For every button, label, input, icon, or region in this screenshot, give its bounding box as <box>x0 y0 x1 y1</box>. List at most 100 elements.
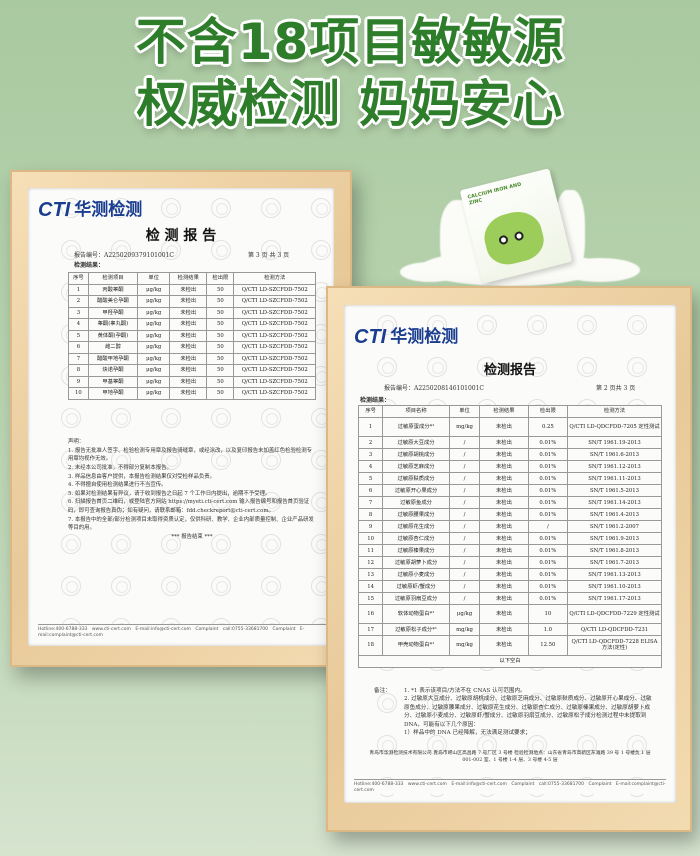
table-cell: Q/CTI LD-SZCFDD-7502 <box>233 364 316 377</box>
table-cell: 未检出 <box>169 306 208 319</box>
table-cell: 甲羟孕酮 <box>87 306 139 319</box>
blank-row: 以下空白 <box>358 654 662 668</box>
notes: 备注： 1. *1 表示该项目/方法不在 CNAS 认可范围内。 2. 过敏原大豆… <box>374 687 656 737</box>
report-end: *** 报告结束 *** <box>171 534 213 541</box>
table-cell: 未检出 <box>169 375 208 388</box>
table-row: 9 过敏原花生成分 / 未检出 / SN/T 1961.2-2007 <box>357 520 662 534</box>
table-cell: 过敏原小麦成分 <box>382 568 450 582</box>
table-cell: 50 <box>206 283 235 296</box>
table-cell: 未检出 <box>479 604 529 625</box>
table-cell: 未检出 <box>169 341 208 354</box>
table-row: 9 甲基睾酮 μg/kg 未检出 50 Q/CTI LD-SZCFDD-7502 <box>68 375 316 388</box>
table-cell: 雌二醇 <box>87 341 139 354</box>
table-cell: 0.01% <box>527 436 569 450</box>
table-cell: Q/CTI LD-SZCFDD-7502 <box>233 341 316 354</box>
table-row: 11 过敏原榛果成分 / 未检出 0.01% SN/T 1961.8-2013 <box>357 544 662 558</box>
table-cell: 醋酸甲地孕酮 <box>87 352 139 365</box>
table-cell: 黄体酮(孕酮) <box>87 329 139 342</box>
column-header: 检测结果 <box>169 272 208 285</box>
table-cell: 8 <box>68 364 89 377</box>
table-row: 6 过敏原开心果成分 / 未检出 0.01% SN/T 1961.5-2013 <box>357 484 662 498</box>
table-cell: 1 <box>68 283 89 296</box>
table-row: 8 过敏原腰果成分 / 未检出 0.01% SN/T 1961.4-2013 <box>357 508 662 522</box>
table-cell: 未检出 <box>169 318 208 331</box>
table-cell: μg/kg <box>137 295 171 308</box>
table-cell: 8 <box>357 508 384 522</box>
table-cell: 10 <box>357 532 384 546</box>
table-cell: 过敏原松子成分*¹ <box>382 623 450 637</box>
table-cell: 未检出 <box>169 329 208 342</box>
column-header: 检测方法 <box>567 405 662 418</box>
table-cell: 未检出 <box>479 568 529 582</box>
table-cell: 2 <box>68 295 89 308</box>
table-cell: / <box>448 508 481 522</box>
table-cell: 0.01% <box>527 508 569 522</box>
table-cell: 过敏原腰果成分 <box>382 508 450 522</box>
table-cell: 炔诺孕酮 <box>87 364 139 377</box>
table-row: 18 甲壳动物蛋白*¹ mg/kg 未检出 12.50 Q/CTI LD-QDCFDD-7… <box>357 635 662 656</box>
column-header: 单位 <box>137 272 171 285</box>
cti-watermark-icon <box>261 408 281 428</box>
cti-watermark-icon <box>111 408 131 428</box>
table-cell: 9 <box>68 375 89 388</box>
table-cell: 过敏原麸质成分 <box>382 472 450 486</box>
statement-item: 5. 如果对检测结果有异议，请于收到报告之日起 7 个工作日内提出，逾期不予受理… <box>68 490 271 497</box>
table-cell: / <box>448 472 481 486</box>
column-header: 序号 <box>68 272 89 285</box>
statement-item: 2. 未经本公司批准，不得部分复制本报告。 <box>68 464 172 471</box>
table-cell: 软体动物蛋白*¹ <box>382 604 450 625</box>
table-cell: 6 <box>68 341 89 354</box>
table-cell: 4 <box>357 460 384 474</box>
table-cell: μg/kg <box>137 375 171 388</box>
table-cell: mg/kg <box>448 623 481 637</box>
cti-logo: CTI 华测检测 <box>354 327 458 347</box>
table-cell: / <box>448 484 481 498</box>
table-cell: 15 <box>357 592 384 606</box>
table-cell: / <box>448 556 481 570</box>
table-cell: 未检出 <box>479 460 529 474</box>
table-cell: SN/T 1961.8-2013 <box>567 544 662 558</box>
headline-line-2: 权威检测 妈妈安心 <box>136 75 564 133</box>
table-cell: 0.01% <box>527 556 569 570</box>
page-number: 第 2 页共 3 页 <box>596 385 636 392</box>
table-cell: 0.01% <box>527 448 569 462</box>
table-cell: 0.01% <box>527 532 569 546</box>
table-cell: 丙酸睾酮 <box>87 283 139 296</box>
table-cell: Q/CTI LD-SZCFDD-7502 <box>233 375 316 388</box>
table-row: 10 过敏原杏仁成分 / 未检出 0.01% SN/T 1961.9-2013 <box>357 532 662 546</box>
cti-watermark-icon <box>261 576 281 596</box>
table-cell: 未检出 <box>479 496 529 510</box>
table-row: 2 醋酸美仑孕酮 μg/kg 未检出 50 Q/CTI LD-SZCFDD-7502 <box>68 295 316 308</box>
table-cell: 50 <box>206 306 235 319</box>
table-cell: 10 <box>68 387 89 400</box>
table-cell: SN/T 1961.2-2007 <box>567 520 662 534</box>
table-cell: 过敏原榛果成分 <box>382 544 450 558</box>
column-header: 检测结果 <box>479 405 529 418</box>
table-cell: 未检出 <box>479 580 529 594</box>
table-header-row: 序号 项目名称 单位 检测结果 检出限 检测方法 <box>357 405 662 418</box>
table-cell: 50 <box>206 364 235 377</box>
cti-watermark-icon <box>577 315 597 335</box>
right-report-paper: CTI 华测检测 检测报告 报告编号：A2250208146101001C 第 … <box>344 305 676 803</box>
table-cell: 未检出 <box>169 364 208 377</box>
table-row: 15 过敏原羽扇豆成分 / 未检出 0.01% SN/T 1961.17-2013 <box>357 592 662 606</box>
table-row: 13 过敏原小麦成分 / 未检出 0.01% SN/T 1961.13-2013 <box>357 568 662 582</box>
table-cell: 0.01% <box>527 472 569 486</box>
table-cell: μg/kg <box>137 387 171 400</box>
table-cell: 未检出 <box>479 520 529 534</box>
note-item: 1. *1 表示该项目/方法不在 CNAS 认可范围内。 <box>404 688 526 694</box>
column-header: 检出限 <box>527 405 569 418</box>
table-cell: 未检出 <box>169 352 208 365</box>
table-cell: / <box>448 568 481 582</box>
table-cell: SN/T 1961.4-2013 <box>567 508 662 522</box>
right-certificate-frame: CTI 华测检测 检测报告 报告编号：A2250208146101001C 第 … <box>326 286 692 832</box>
table-header-row: 序号 检测项目 单位 检测结果 检出限 检测方法 <box>68 272 316 285</box>
table-row: 2 过敏原大豆成分 / 未检出 0.01% SN/T 1961.19-2013 <box>357 436 662 450</box>
column-header: 检出限 <box>206 272 235 285</box>
logo-name: 华测检测 <box>74 199 143 220</box>
table-cell: 12.50 <box>527 635 569 656</box>
table-cell: 5 <box>357 472 384 486</box>
table-cell: 0.01% <box>527 580 569 594</box>
note-item: 2. 过敏原大豆成分、过敏原胡桃成分、过敏原芝麻成分、过敏原麸质成分、过敏原开心… <box>404 696 652 728</box>
table-cell: 0.01% <box>527 568 569 582</box>
